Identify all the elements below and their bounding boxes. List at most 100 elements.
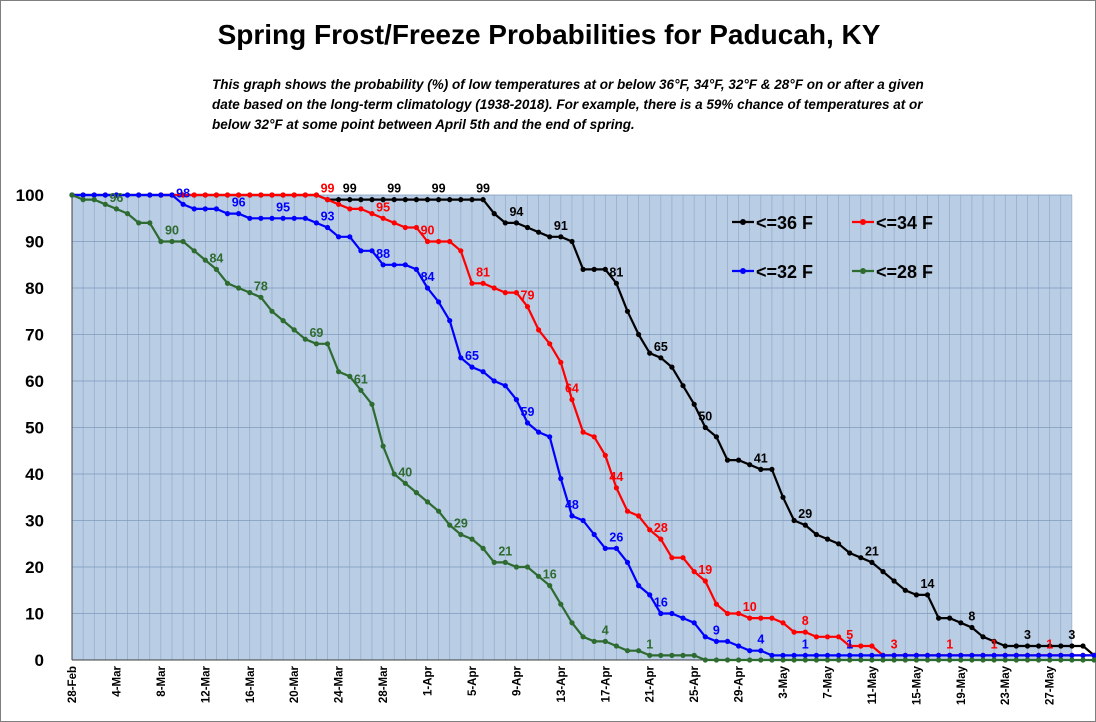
data-label: 21	[865, 544, 879, 558]
data-point	[891, 657, 897, 663]
data-point	[780, 652, 786, 659]
data-point	[624, 648, 631, 654]
data-point	[80, 192, 86, 198]
data-point	[358, 248, 364, 254]
data-point	[291, 215, 297, 221]
data-point	[547, 583, 553, 589]
data-point	[747, 657, 753, 663]
data-point	[802, 522, 808, 528]
data-point	[424, 197, 431, 203]
data-point	[513, 397, 520, 403]
data-point	[502, 290, 508, 296]
data-point	[424, 238, 431, 245]
data-point	[924, 652, 931, 659]
data-point	[758, 466, 764, 472]
legend-swatch-marker	[860, 219, 866, 225]
data-point	[936, 652, 942, 659]
data-label: 95	[376, 200, 390, 214]
data-point	[1036, 652, 1042, 659]
data-point	[658, 652, 664, 659]
data-label: 28	[654, 521, 668, 535]
data-point	[713, 638, 720, 645]
data-label: 99	[432, 182, 446, 196]
data-label: 1	[1046, 637, 1053, 651]
data-point	[658, 610, 664, 617]
data-point	[458, 248, 464, 254]
data-point	[202, 206, 208, 212]
data-point	[69, 192, 75, 198]
data-label: 3	[1024, 628, 1031, 642]
data-point	[747, 615, 753, 621]
data-point	[258, 215, 264, 221]
data-point	[347, 206, 353, 212]
data-point	[780, 494, 786, 500]
data-point	[491, 378, 497, 384]
data-point	[258, 294, 264, 300]
data-point	[1024, 652, 1031, 659]
data-point	[580, 517, 586, 524]
data-point	[247, 290, 253, 296]
data-point	[991, 638, 997, 645]
data-label: 3	[891, 637, 898, 651]
data-point	[236, 285, 242, 291]
data-point	[991, 657, 997, 663]
data-label: 4	[602, 623, 609, 637]
data-point	[669, 610, 675, 617]
data-label: 16	[543, 568, 557, 582]
data-point	[91, 192, 97, 198]
data-label: 1	[946, 637, 953, 651]
data-label: 93	[321, 210, 335, 224]
data-label: 95	[276, 200, 290, 214]
data-point	[158, 238, 164, 245]
data-point	[136, 192, 142, 198]
data-point	[502, 220, 508, 226]
data-point	[680, 555, 686, 561]
data-point	[480, 545, 486, 552]
data-point	[536, 573, 542, 579]
data-point	[947, 657, 953, 663]
x-tick-label: 13-Apr	[556, 665, 568, 702]
data-label: 8	[968, 609, 975, 623]
data-label: 64	[565, 382, 579, 396]
legend-label: <=32 F	[756, 262, 813, 282]
data-point	[180, 238, 186, 245]
data-point	[1091, 652, 1096, 658]
data-point	[1058, 643, 1064, 649]
data-point	[758, 615, 764, 621]
legend: <=36 F <=34 F <=32 F <=28 F	[732, 213, 933, 282]
data-point	[702, 657, 708, 663]
data-point	[836, 541, 842, 547]
data-label: 41	[754, 451, 768, 465]
data-point	[658, 536, 664, 542]
x-tick-label: 16-Mar	[245, 665, 257, 703]
data-point	[558, 359, 564, 365]
data-point	[547, 434, 553, 440]
data-label: 59	[521, 405, 535, 419]
chart-title: Spring Frost/Freeze Probabilities for Pa…	[217, 19, 881, 50]
data-label: 16	[654, 596, 668, 610]
data-point	[324, 224, 331, 231]
data-point	[736, 643, 742, 649]
data-point	[513, 290, 520, 296]
data-point	[447, 522, 453, 528]
data-point	[302, 192, 308, 198]
data-point	[880, 569, 886, 575]
data-point	[302, 215, 308, 221]
y-tick-label: 20	[25, 558, 44, 577]
x-tick-label: 25-Apr	[689, 665, 701, 702]
data-point	[847, 550, 853, 556]
data-point	[413, 224, 419, 231]
data-point	[591, 266, 597, 272]
x-tick-label: 28-Feb	[67, 666, 79, 703]
data-point	[1036, 643, 1042, 649]
data-point	[602, 545, 608, 552]
data-point	[769, 652, 775, 659]
y-tick-label: 100	[16, 186, 44, 205]
data-point	[436, 238, 442, 245]
data-label: 14	[921, 577, 935, 591]
data-point	[402, 262, 408, 268]
data-point	[1080, 643, 1086, 649]
data-point	[624, 308, 631, 314]
